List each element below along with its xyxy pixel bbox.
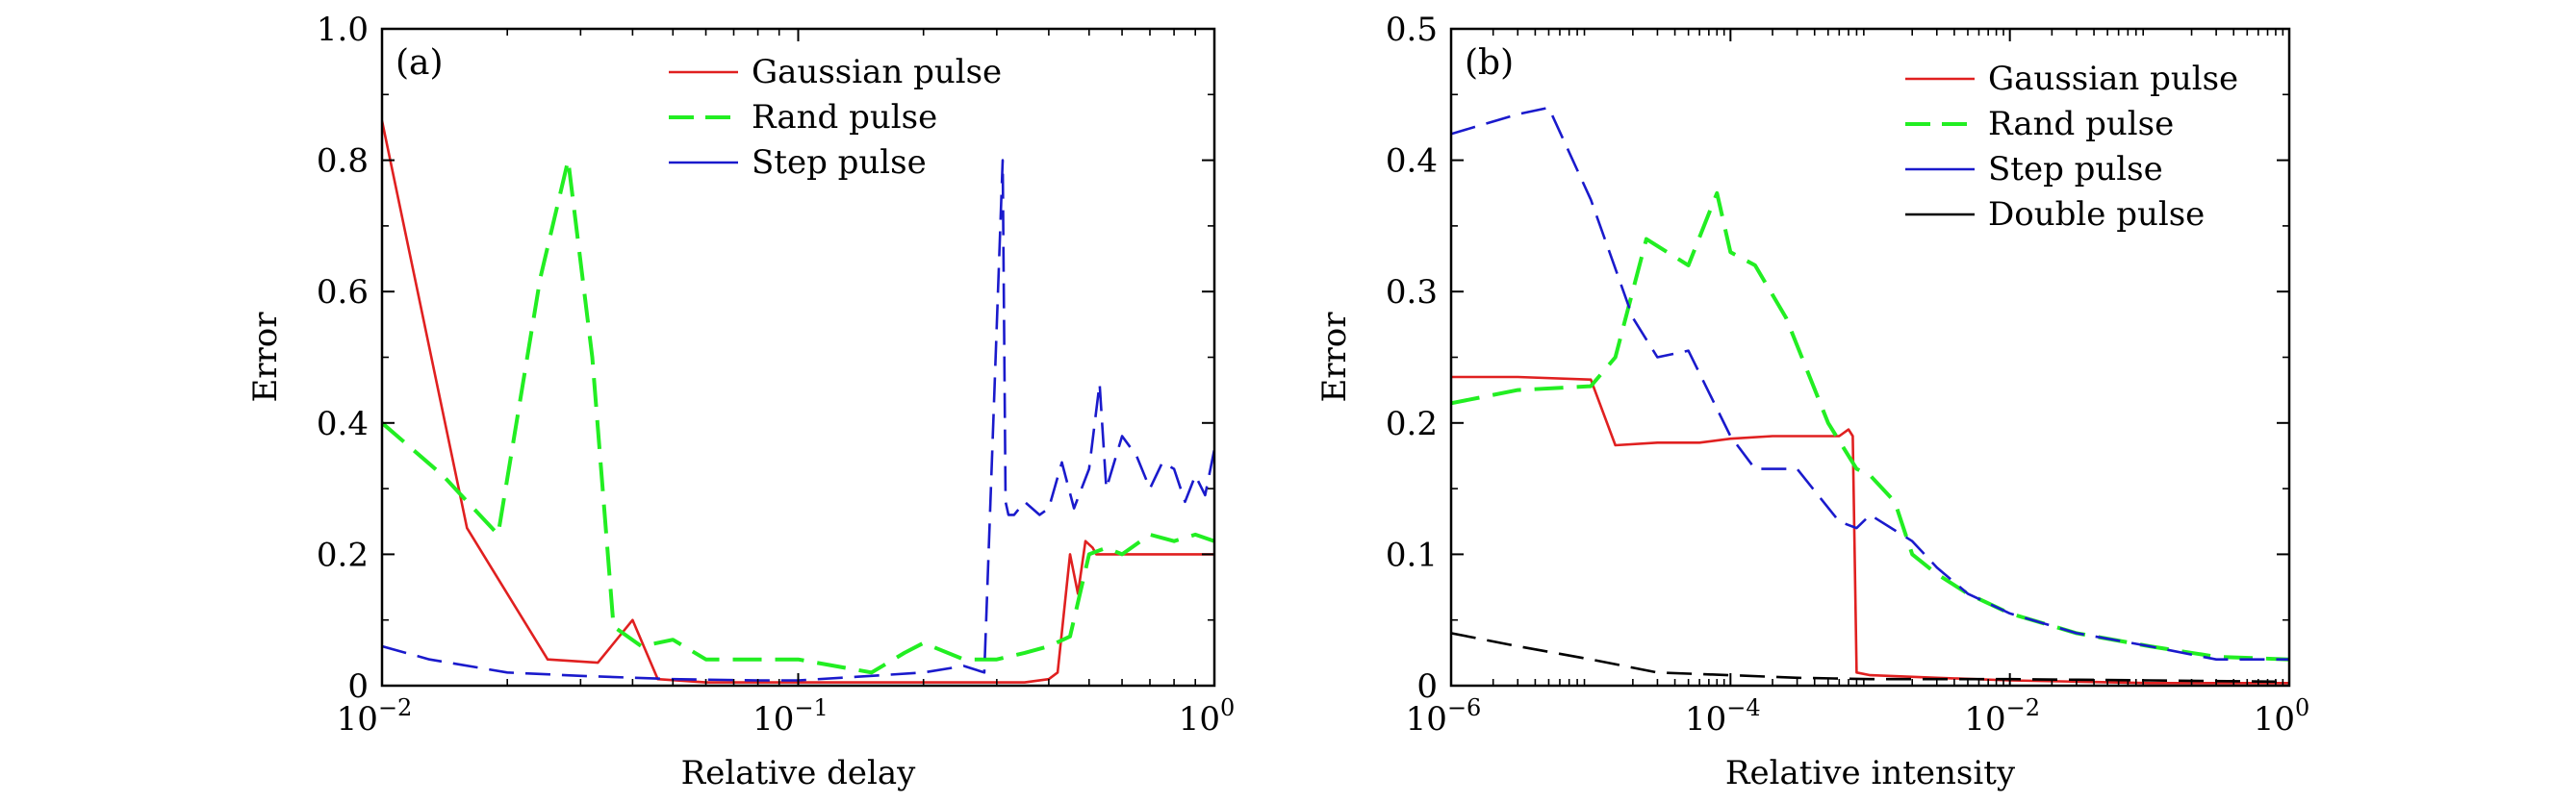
x-axis-label: Relative delay [681, 754, 917, 792]
chart-panel-b: 10−6 10−4 10−2 100 0 0.1 0.2 0.3 0.4 0.5 Relative … [1315, 11, 2309, 792]
y-tick-label: 0.3 [1386, 273, 1438, 312]
y-axis-label: Error [1315, 312, 1354, 403]
y-tick-label: 0.4 [1386, 142, 1438, 181]
x-tick-label: 10−6 [1406, 694, 1482, 739]
y-tick-label: 0.6 [317, 273, 369, 312]
y-tick-label: 0.2 [317, 536, 369, 574]
y-tick-label: 1.0 [317, 11, 369, 49]
x-tick-label: 100 [2254, 694, 2310, 739]
x-axis-label: Relative intensity [1725, 754, 2016, 792]
y-tick-label: 0.5 [1386, 11, 1438, 49]
y-tick-label: 0.8 [317, 142, 369, 181]
x-tick-label: 10−1 [752, 694, 829, 739]
series-line-double-pulse [1451, 632, 2289, 684]
legend: Gaussian pulse Rand pulse Step pulse [669, 53, 1002, 182]
panel-tag: (b) [1465, 43, 1514, 83]
x-tick-label: 100 [1179, 694, 1236, 739]
series-line-gaussian-pulse [1451, 375, 2289, 685]
series-line-rand-pulse [1451, 190, 2289, 662]
legend-entry-label: Double pulse [1988, 195, 2205, 234]
legend-entry-label: Rand pulse [1988, 105, 2174, 143]
series-line-step-pulse [1451, 106, 2289, 661]
y-tick-label: 0.4 [317, 405, 369, 443]
legend-entry-label: Gaussian pulse [1988, 60, 2238, 98]
series-line-step-pulse [382, 159, 1214, 682]
panel-tag: (a) [395, 43, 444, 83]
chart-panel-a: 10−2 10−1 100 0 0.2 0.4 0.6 0.8 1.0 Relative dela… [246, 11, 1235, 792]
legend-entry-label: Rand pulse [752, 98, 937, 137]
y-tick-label: 0.1 [1386, 536, 1438, 574]
legend-entry-label: Step pulse [1988, 150, 2163, 188]
series-line-gaussian-pulse [382, 120, 1214, 684]
y-axis-label: Error [246, 312, 285, 403]
x-tick-label: 10−4 [1685, 694, 1761, 739]
legend: Gaussian pulse Rand pulse Step pulse Double… [1905, 60, 2238, 234]
y-tick-label: 0 [1416, 667, 1438, 706]
x-tick-label: 10−2 [337, 694, 413, 739]
x-tick-label: 10−2 [1964, 694, 2040, 739]
legend-entry-label: Step pulse [752, 143, 927, 182]
legend-entry-label: Gaussian pulse [752, 53, 1002, 91]
y-tick-label: 0 [347, 667, 369, 706]
y-tick-label: 0.2 [1386, 405, 1438, 443]
series-line-rand-pulse [382, 158, 1214, 675]
